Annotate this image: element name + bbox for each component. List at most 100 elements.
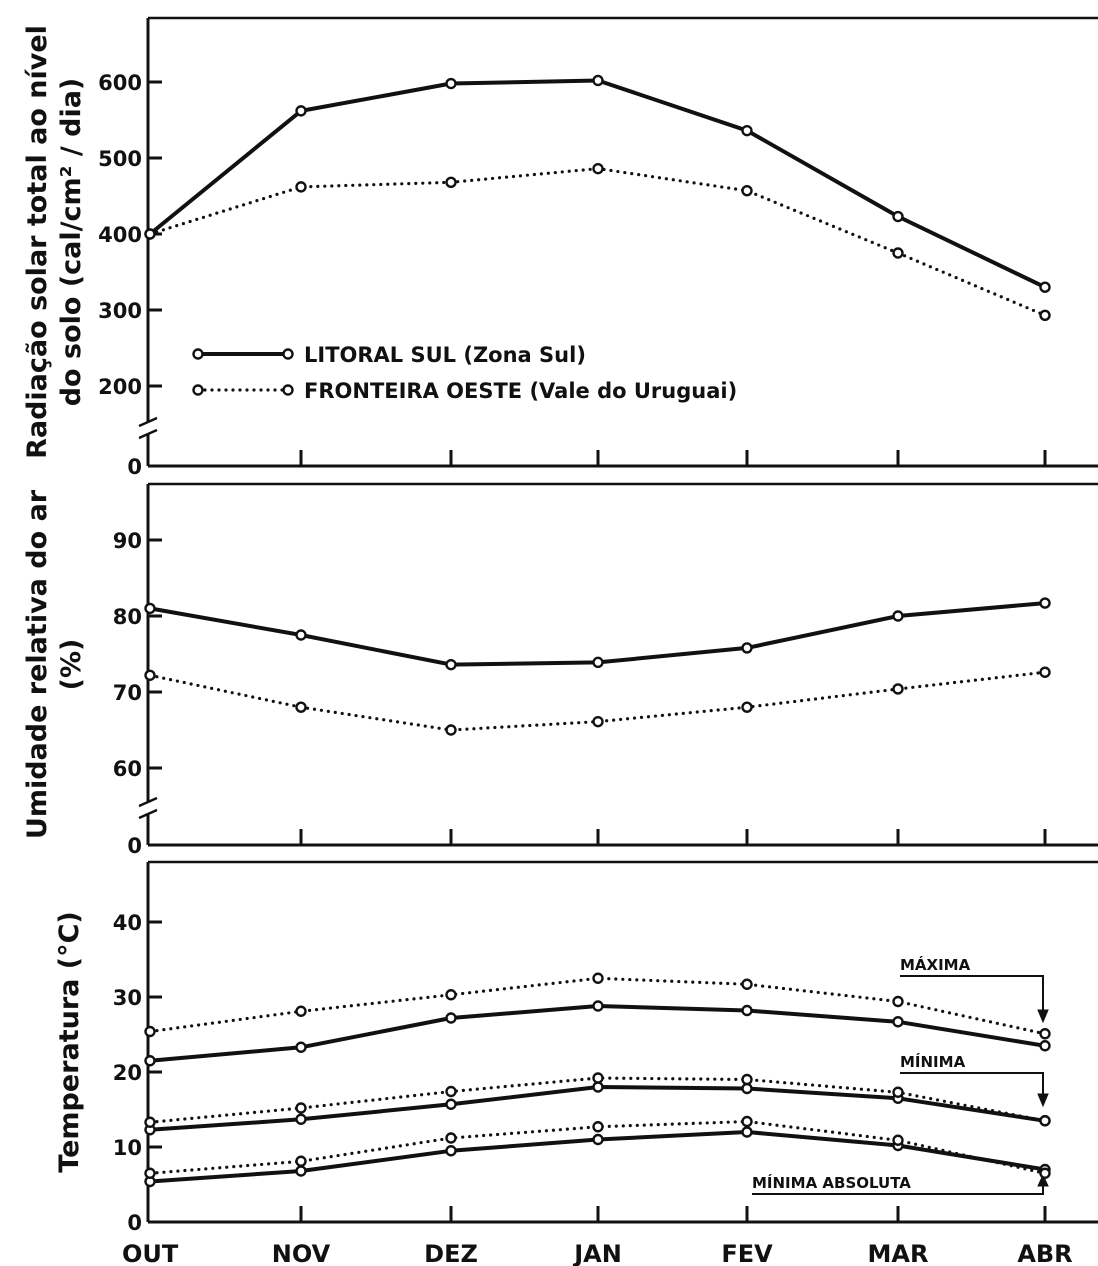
umidade-y-tick-label: 80 [113, 605, 142, 629]
temperatura-data-point [892, 1016, 904, 1028]
temperatura-data-point [445, 989, 457, 1001]
legend-label: LITORAL SUL (Zona Sul) [304, 343, 586, 367]
temperatura-data-point [445, 1085, 457, 1098]
umidade-data-point [295, 701, 307, 713]
radiacao-axis-break-mark [138, 428, 158, 440]
umidade-y-tick-label: 70 [113, 681, 142, 705]
temperatura-y-tick-label: 10 [113, 1136, 142, 1160]
umidade-axis-break-mark [138, 796, 158, 808]
umidade-data-point [1039, 666, 1051, 678]
temperatura-data-point [592, 1121, 604, 1133]
temperatura-data-point [295, 1005, 307, 1017]
umidade-y-tick-label: 0 [127, 834, 142, 858]
annotation-minima-arrowhead [1037, 1093, 1049, 1108]
radiacao-data-point [1039, 281, 1051, 293]
x-tick-label-dez: DEZ [424, 1240, 478, 1266]
temperatura-data-point [445, 1098, 457, 1110]
temperatura-data-point [295, 1041, 307, 1053]
umidade-axis-break-gap [140, 803, 156, 813]
annotation-minima-absoluta-arrowhead [1037, 1173, 1049, 1187]
temperatura-data-point [592, 1000, 604, 1012]
umidade-y-tick-label: 60 [113, 757, 142, 781]
umidade-data-point [741, 642, 753, 654]
radiacao-y-tick-label: 0 [127, 455, 142, 479]
radiacao-data-point [295, 181, 307, 193]
temperatura-data-point [592, 972, 604, 984]
x-tick-label-nov: NOV [272, 1240, 331, 1266]
temperatura-y-tick-label: 40 [113, 911, 142, 935]
temperatura-data-point [445, 1132, 457, 1144]
legend-marker [282, 384, 294, 396]
umidade-data-point [592, 656, 604, 669]
umidade-data-point [892, 683, 904, 695]
temperatura-data-point [892, 1134, 904, 1146]
radiacao-data-point [445, 176, 457, 189]
temperatura-data-point [295, 1102, 307, 1114]
series-layer [144, 74, 1051, 1188]
temperatura-y-tick-label: 20 [113, 1061, 142, 1085]
radiacao-data-point [892, 210, 904, 223]
radiacao-series-line-litoral-sul [148, 78, 1046, 290]
legend-label: FRONTEIRA OESTE (Vale do Uruguai) [304, 379, 737, 403]
radiacao-y-tick-label: 500 [98, 147, 142, 171]
radiacao-data-point [445, 77, 457, 90]
legend-marker [282, 348, 294, 360]
umidade-series-line-litoral-sul [149, 601, 1046, 667]
temperatura-data-point [741, 1082, 753, 1095]
temperatura-data-point [741, 1126, 753, 1138]
radiacao-data-point [892, 247, 904, 259]
temperatura-data-point [1039, 1040, 1051, 1052]
radiacao-data-point [592, 74, 604, 87]
temperatura-data-point [592, 1133, 604, 1146]
umidade-data-point [892, 610, 904, 622]
annotation-minima-absoluta: MÍNIMA ABSOLUTA [752, 1173, 911, 1192]
legend-marker [192, 348, 204, 360]
temperatura-data-point [592, 1072, 604, 1084]
radiacao-data-point [741, 124, 753, 137]
radiacao-data-point [144, 228, 156, 240]
annotation-maxima-arrowhead [1037, 1009, 1049, 1024]
temperatura-data-point [144, 1116, 156, 1128]
radiacao-y-axis-title: Radiação solar total ao nível [22, 25, 53, 459]
umidade-axis-break-mark [138, 808, 158, 820]
radiacao-data-point [295, 105, 307, 117]
radiacao-series-line-fronteira-oeste [148, 167, 1047, 317]
radiacao-axis-break-gap [140, 423, 156, 433]
radiacao-y-tick-label: 300 [98, 299, 142, 323]
temperatura-data-point [295, 1165, 307, 1177]
radiacao-data-point [592, 162, 604, 175]
umidade-data-point [445, 658, 457, 671]
umidade-data-point [1039, 597, 1051, 609]
radiacao-data-point [1039, 309, 1051, 322]
temperatura-data-point [741, 978, 753, 990]
umidade-y-axis-title: Umidade relativa do ar [22, 489, 53, 839]
temperatura-data-point [1039, 1028, 1051, 1040]
umidade-data-point [445, 724, 457, 736]
temperatura-y-axis-title: Temperatura (°C) [54, 911, 85, 1173]
temperatura-data-point [144, 1025, 156, 1038]
temperatura-data-point [1039, 1167, 1051, 1179]
radiacao-axis-break-mark [138, 416, 158, 428]
temperatura-data-point [144, 1055, 156, 1067]
axes-layer [138, 16, 1098, 1224]
radiacao-y-axis-title: do solo (cal/cm² / dia) [56, 78, 87, 407]
annotation-minima-arrow [900, 1072, 1044, 1100]
annotation-maxima: MÁXIMA [900, 955, 971, 974]
temperatura-data-point [741, 1004, 753, 1017]
umidade-data-point [144, 669, 156, 681]
temperatura-data-point [892, 995, 904, 1008]
temperatura-data-point [741, 1073, 753, 1086]
temperatura-data-point [592, 1081, 604, 1093]
temperatura-data-point [741, 1115, 753, 1128]
temperatura-data-point [1039, 1115, 1051, 1127]
annotation-maxima-arrow [900, 975, 1044, 1016]
temperatura-data-point [144, 1167, 156, 1179]
umidade-y-tick-label: 90 [113, 529, 142, 553]
umidade-data-point [592, 715, 604, 728]
temperatura-y-tick-label: 30 [113, 986, 142, 1010]
x-tick-label-abr: ABR [1017, 1240, 1072, 1266]
temperatura-data-point [295, 1155, 307, 1167]
annotation-minima: MÍNIMA [900, 1052, 966, 1071]
